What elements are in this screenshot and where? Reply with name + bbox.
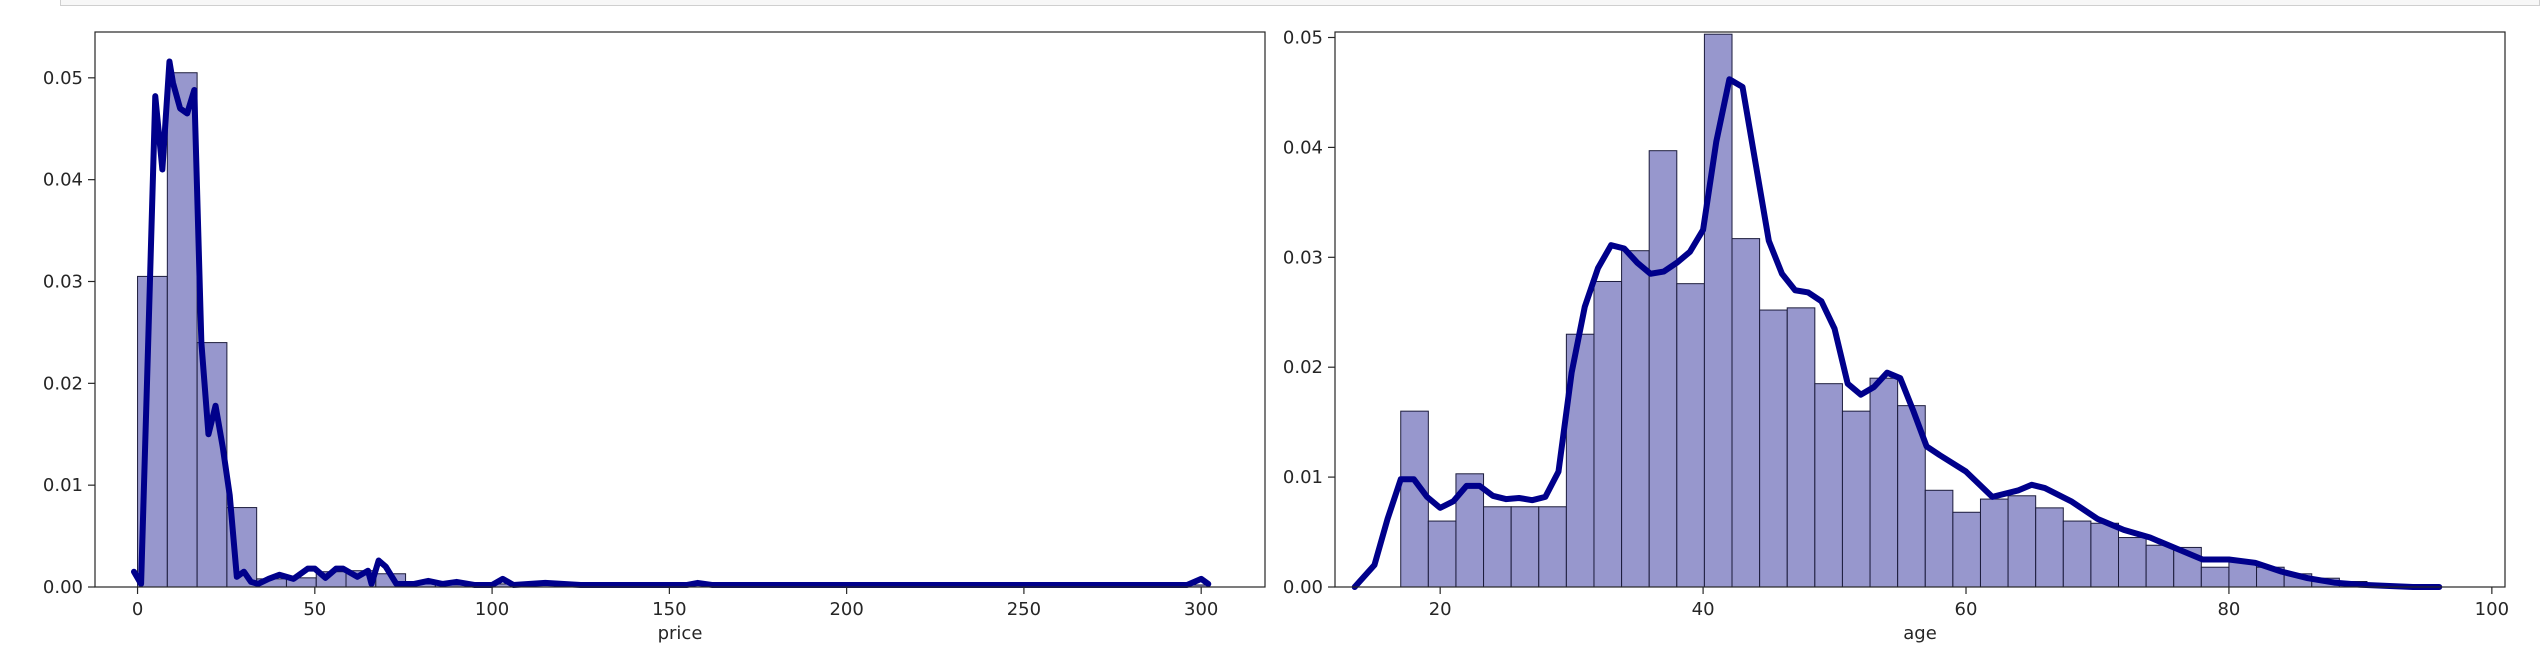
price-kde-curve [131, 58, 1212, 588]
age-y-tick-label: 0.02 [1283, 357, 1323, 378]
price-x-tick-label: 100 [475, 599, 509, 620]
price-x-axis-label: price [658, 623, 703, 644]
age-histogram-bar [1703, 33, 1733, 588]
age-histogram-bar [2062, 520, 2092, 588]
age-histogram-bar [2007, 495, 2037, 588]
age-histogram-bar [1483, 506, 1512, 588]
age-kde-curve [1351, 76, 2443, 590]
age-histogram-bar [1621, 250, 1650, 588]
price-y-tick-label: 0.05 [43, 68, 83, 89]
price-y-tick-label: 0.04 [43, 170, 83, 191]
price-x-tick-label: 150 [652, 599, 686, 620]
age-histogram-bar [1676, 283, 1705, 588]
price-histogram-bars [137, 72, 1211, 588]
age-x-tick-label: 100 [2475, 599, 2509, 620]
age-x-axis-label: age [1903, 623, 1937, 644]
price-y-tick-label: 0.03 [43, 271, 83, 292]
age-x-tick-label: 40 [1692, 599, 1715, 620]
price-y-tick-label: 0.02 [43, 373, 83, 394]
age-histogram-bar [2118, 537, 2147, 588]
price-x-ticks: 0 50 100 150 200 250 300 [132, 587, 1218, 620]
price-x-tick-label: 300 [1184, 599, 1218, 620]
age-x-tick-label: 80 [2217, 599, 2240, 620]
age-y-tick-label: 0.03 [1283, 247, 1323, 268]
age-histogram-bar [1924, 489, 1954, 588]
age-histogram-bar [1538, 506, 1567, 588]
age-histogram-bar [1979, 498, 2009, 588]
price-y-tick-label: 0.01 [43, 475, 83, 496]
age-y-tick-label: 0.00 [1283, 577, 1323, 598]
price-y-ticks: 0.00 0.01 0.02 0.03 0.04 0.05 [43, 68, 95, 598]
age-histogram-bar [2145, 544, 2175, 588]
price-x-tick-label: 200 [829, 599, 863, 620]
age-axes-frame [1334, 31, 2506, 588]
age-histogram-bar [1952, 511, 1981, 588]
age-x-tick-label: 60 [1955, 599, 1978, 620]
age-histogram-bar [1841, 410, 1871, 588]
age-histogram-bar [1510, 506, 1540, 588]
age-histogram-bars [1400, 33, 2396, 588]
age-histogram-bar [1400, 410, 1429, 588]
age-histogram-bar [1759, 309, 1788, 588]
age-histogram-bar [1731, 238, 1761, 588]
age-histogram-bar [1786, 307, 1816, 588]
age-histogram-bar [2200, 566, 2230, 588]
age-histogram-bar [1814, 383, 1843, 588]
price-y-tick-label: 0.00 [43, 577, 83, 598]
age-histogram-bar [1648, 150, 1678, 588]
age-histogram-bar [1427, 520, 1457, 588]
age-histogram-bar [2090, 522, 2120, 588]
age-histogram-bar [1593, 280, 1623, 588]
price-distribution-plot: 0 50 100 150 200 250 300 0.000.010.020.030.040… [43, 31, 1266, 644]
age-histogram-bar [2035, 507, 2064, 588]
age-x-ticks: 20 40 60 80 100 [1429, 587, 2509, 620]
age-x-tick-label: 20 [1429, 599, 1452, 620]
age-y-tick-label: 0.05 [1283, 27, 1323, 48]
price-histogram-bar [166, 72, 198, 588]
price-axes-frame [94, 31, 1266, 588]
age-y-ticks: 0.00 0.01 0.02 0.03 0.04 0.05 [1283, 27, 1335, 598]
age-histogram-bar [1869, 377, 1899, 588]
price-x-tick-label: 0 [132, 599, 143, 620]
age-y-tick-label: 0.04 [1283, 137, 1323, 158]
age-histogram-bar [2228, 561, 2258, 588]
price-x-tick-label: 250 [1007, 599, 1041, 620]
age-y-tick-label: 0.01 [1283, 467, 1323, 488]
age-distribution-plot: 20 40 60 80 100 0.00 0.01 0.02 0.03 0.04 0.05 age [1283, 27, 2509, 644]
price-x-tick-label: 50 [303, 599, 326, 620]
